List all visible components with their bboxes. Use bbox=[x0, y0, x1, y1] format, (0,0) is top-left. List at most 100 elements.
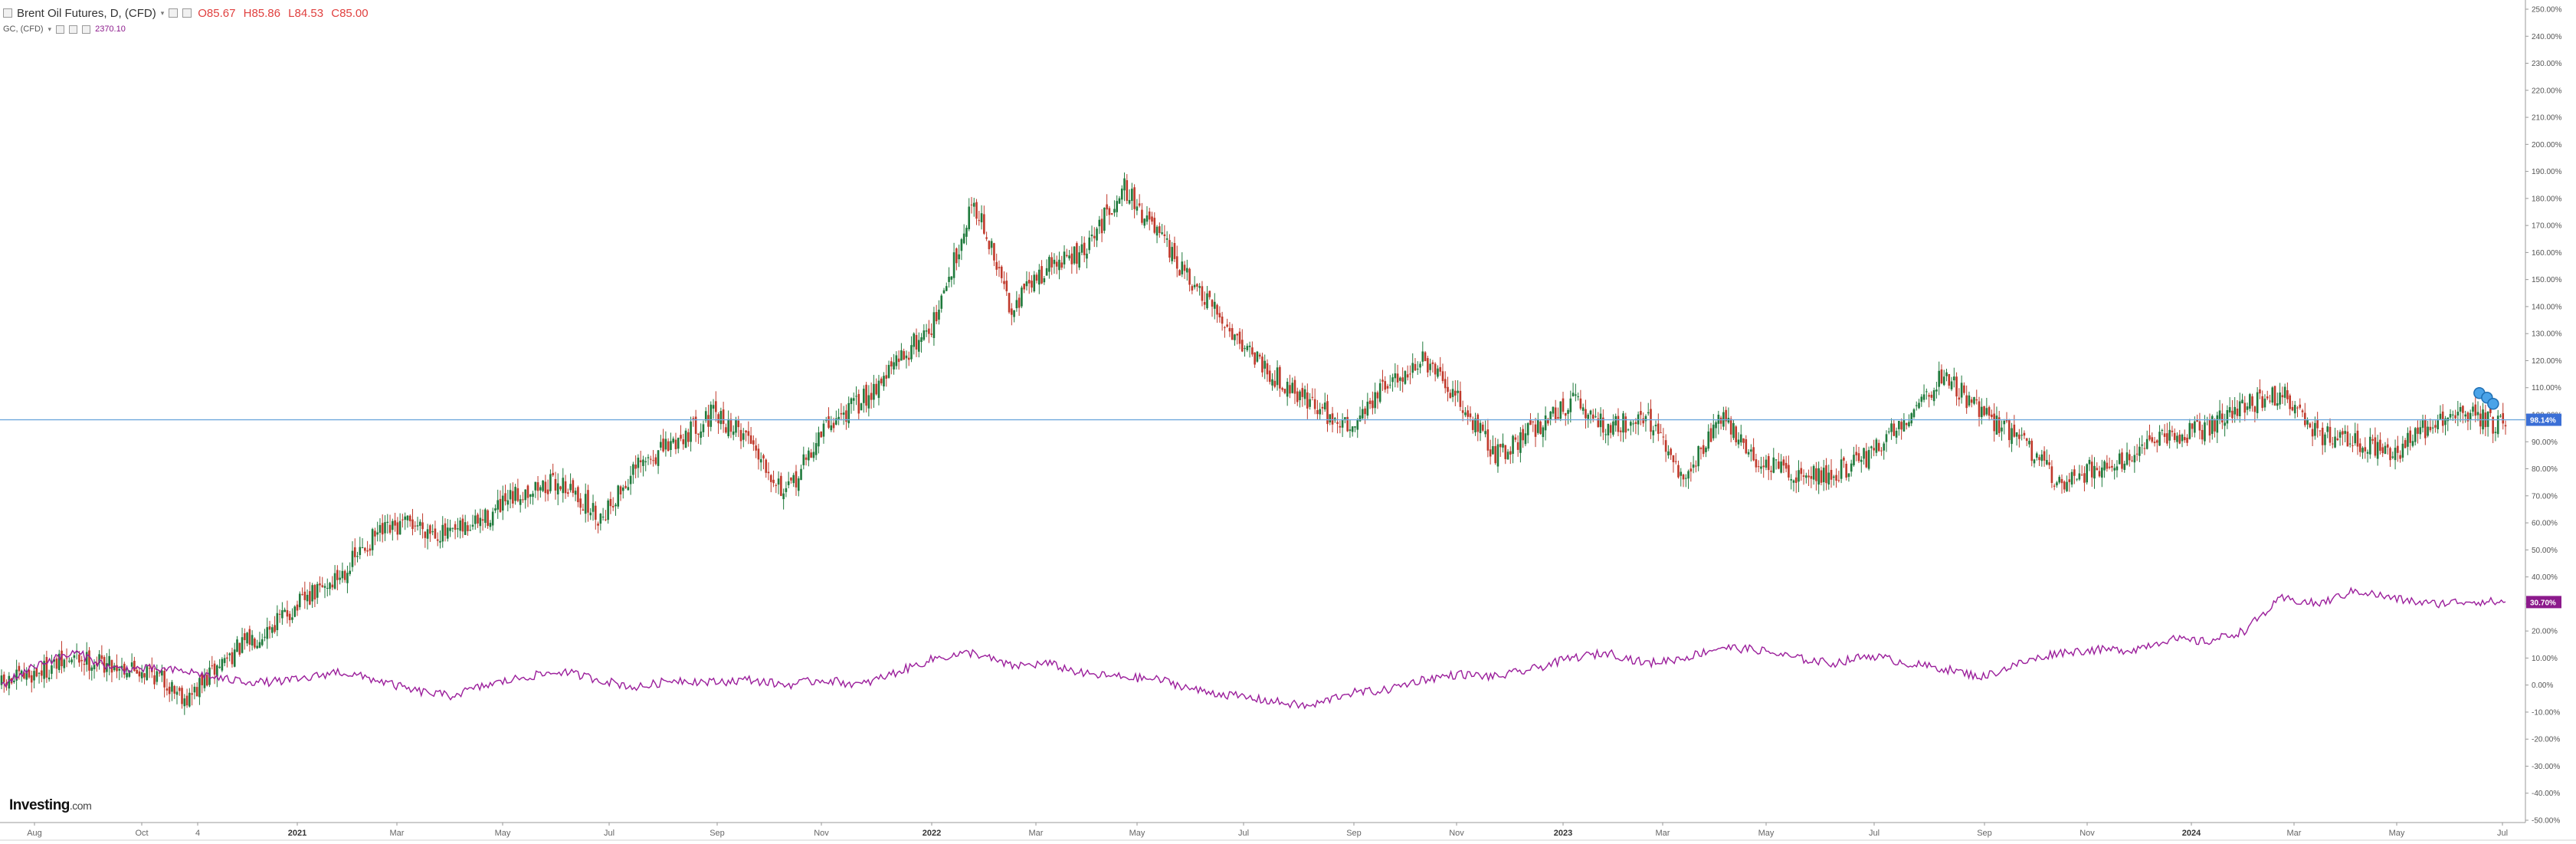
candle-body bbox=[1782, 459, 1785, 466]
candle-body bbox=[158, 672, 161, 674]
candle-body bbox=[2397, 445, 2399, 453]
low-value: L84.53 bbox=[288, 6, 324, 20]
candle bbox=[2251, 393, 2253, 412]
candle-body bbox=[980, 213, 983, 222]
candle-body bbox=[2336, 438, 2339, 441]
candle-body bbox=[1587, 414, 1590, 419]
chevron-down-icon[interactable]: ▾ bbox=[160, 8, 165, 17]
candle-body bbox=[1575, 394, 1577, 396]
candle bbox=[1457, 380, 1459, 402]
candle bbox=[998, 260, 1001, 278]
candle-body bbox=[323, 586, 326, 588]
candle-body bbox=[938, 309, 940, 320]
candle-body bbox=[2145, 438, 2148, 449]
candle-body bbox=[2090, 461, 2093, 478]
candle bbox=[171, 679, 173, 701]
candle-body bbox=[185, 695, 188, 706]
candle bbox=[2356, 423, 2359, 455]
candle-body bbox=[231, 652, 234, 665]
candle bbox=[1141, 202, 1143, 225]
candle bbox=[1228, 322, 1231, 337]
candle bbox=[1368, 397, 1372, 409]
candle-body bbox=[1524, 433, 1527, 445]
y-tick-label: 200.00% bbox=[2532, 141, 2562, 149]
candle bbox=[451, 527, 454, 533]
candle bbox=[739, 423, 742, 449]
candle bbox=[1273, 369, 1277, 389]
candle bbox=[1063, 245, 1066, 269]
candle-body bbox=[792, 475, 795, 484]
candle bbox=[1900, 418, 1903, 440]
candle bbox=[2143, 442, 2146, 455]
candle-body bbox=[1246, 346, 1249, 350]
candle-body bbox=[694, 416, 697, 434]
candle-body bbox=[1203, 301, 1206, 305]
candle-body bbox=[945, 286, 948, 291]
candle-body bbox=[319, 583, 321, 586]
event-markers[interactable] bbox=[2473, 387, 2499, 410]
chevron-down-icon[interactable]: ▾ bbox=[48, 25, 52, 33]
candle bbox=[1674, 452, 1677, 465]
legend-main-row[interactable]: Brent Oil Futures, D, (CFD) ▾ O85.67 H85… bbox=[3, 5, 373, 21]
candle-body bbox=[1175, 256, 1178, 269]
candle-body bbox=[1607, 423, 1610, 435]
candle bbox=[632, 461, 634, 484]
candle-body bbox=[1043, 278, 1046, 283]
settings-icon[interactable] bbox=[169, 8, 179, 18]
close-icon[interactable] bbox=[182, 8, 192, 18]
candle bbox=[883, 372, 885, 391]
candle bbox=[1652, 425, 1655, 443]
candle-body bbox=[83, 663, 86, 665]
candle bbox=[2168, 422, 2171, 449]
candle bbox=[1612, 414, 1614, 437]
candle bbox=[256, 639, 258, 649]
candle bbox=[1364, 406, 1366, 425]
candle-body bbox=[467, 525, 469, 531]
candle bbox=[63, 658, 66, 672]
candle bbox=[1113, 200, 1116, 217]
candle-body bbox=[484, 509, 487, 524]
eye-icon[interactable] bbox=[56, 25, 65, 34]
candle bbox=[1296, 387, 1299, 406]
collapse-icon[interactable] bbox=[3, 8, 12, 18]
candle bbox=[353, 538, 356, 566]
event-marker-icon[interactable] bbox=[2487, 398, 2499, 410]
candle-body bbox=[729, 419, 732, 432]
candle-body bbox=[574, 491, 577, 495]
candle bbox=[88, 647, 90, 680]
candle bbox=[890, 356, 893, 375]
candle-body bbox=[261, 639, 264, 645]
candle bbox=[45, 650, 48, 683]
candle-body bbox=[236, 639, 238, 652]
candle-body bbox=[1850, 463, 1853, 472]
candle-body bbox=[828, 416, 830, 429]
candle bbox=[1319, 402, 1321, 420]
candle-body bbox=[2153, 442, 2156, 444]
settings-icon[interactable] bbox=[69, 25, 78, 34]
candle bbox=[1321, 403, 1324, 415]
candle-body bbox=[1188, 268, 1191, 285]
candle bbox=[2434, 420, 2437, 433]
candle-body bbox=[477, 514, 479, 524]
candle-body bbox=[2048, 462, 2050, 465]
candle bbox=[2331, 436, 2334, 448]
candle-body bbox=[396, 522, 399, 535]
candle-body bbox=[814, 443, 818, 455]
candle bbox=[1401, 367, 1404, 392]
candle bbox=[1519, 427, 1522, 463]
close-icon[interactable] bbox=[82, 25, 91, 34]
legend-sub-row[interactable]: GC, (CFD) ▾ 2370.10 bbox=[3, 23, 373, 35]
candle bbox=[1279, 365, 1281, 397]
candle bbox=[1090, 225, 1093, 242]
candle-body bbox=[2424, 419, 2427, 438]
candle-body bbox=[1136, 206, 1139, 211]
candle bbox=[1890, 418, 1893, 440]
candle-body bbox=[123, 663, 126, 675]
candle bbox=[2040, 449, 2043, 467]
candle bbox=[2449, 409, 2452, 421]
candle-body bbox=[1670, 448, 1672, 455]
candle-body bbox=[1559, 401, 1562, 419]
candle bbox=[371, 527, 374, 556]
candle bbox=[1116, 195, 1119, 218]
candle bbox=[1815, 461, 1817, 491]
